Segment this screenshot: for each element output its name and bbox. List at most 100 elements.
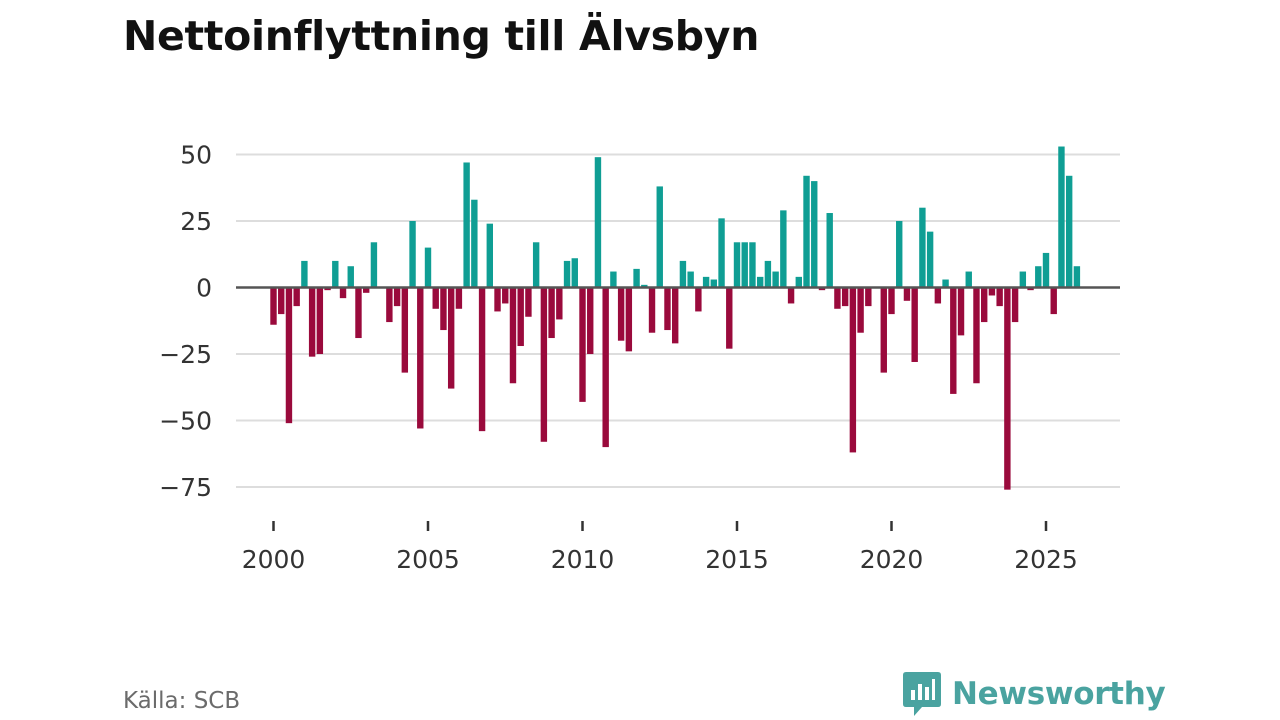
bar-negative: [865, 287, 872, 307]
bar-positive: [756, 276, 764, 288]
bar-negative: [579, 287, 586, 402]
bar-positive: [926, 231, 934, 288]
bar-negative: [363, 287, 370, 293]
bar-negative: [981, 287, 988, 323]
bar-negative: [285, 287, 293, 424]
bar-positive: [749, 242, 756, 288]
bar-negative: [625, 287, 633, 352]
y-tick-label: −50: [159, 407, 212, 436]
bar-negative: [664, 287, 671, 331]
bar-positive: [826, 213, 833, 288]
bar-chart: 50 25 0 −25 −50 −75 2000 2005 2010 2015 2020 2025: [159, 141, 1120, 574]
bar-positive: [463, 162, 470, 288]
bar-positive: [656, 186, 663, 288]
source-note: Källa: SCB: [123, 688, 241, 714]
bar-negative: [973, 287, 980, 384]
y-tick-label: −75: [159, 473, 212, 502]
bar-negative: [478, 287, 486, 432]
bar-negative: [401, 287, 409, 373]
bar-negative: [888, 287, 895, 315]
bar-negative: [1004, 287, 1011, 490]
bar-positive: [718, 218, 725, 288]
y-tick-label: 0: [196, 274, 212, 303]
bar-negative: [455, 287, 463, 309]
bar-negative: [1050, 287, 1057, 315]
bar-negative: [934, 287, 942, 304]
bar-negative: [996, 287, 1003, 307]
bar-positive: [347, 266, 354, 288]
bar-negative: [726, 287, 733, 349]
bar-positive: [633, 268, 640, 288]
bar-negative: [903, 287, 911, 301]
x-tick-label: 2000: [242, 545, 306, 574]
bar-positive: [702, 276, 710, 288]
bar-positive: [571, 258, 578, 288]
bar-positive: [532, 242, 540, 288]
bar-negative: [293, 287, 300, 307]
bar-negative: [278, 287, 285, 315]
bar-positive: [1065, 175, 1073, 288]
bar-negative: [339, 287, 347, 299]
gridlines: [236, 153, 1120, 488]
bar-negative: [548, 287, 555, 339]
bar-positive: [679, 260, 687, 288]
bar-negative: [880, 287, 887, 373]
bar-negative: [316, 287, 324, 354]
bar-positive: [710, 279, 718, 288]
bar-negative: [393, 287, 401, 307]
bar-positive: [1073, 266, 1081, 288]
bar-negative: [841, 287, 849, 307]
y-tick-label: 25: [180, 207, 212, 236]
bar-negative: [950, 287, 957, 394]
bar-negative: [857, 287, 864, 333]
bar-negative: [911, 287, 918, 362]
x-tick-label: 2025: [1014, 545, 1078, 574]
x-tick-label: 2010: [551, 545, 615, 574]
bar-negative: [270, 287, 277, 325]
newsworthy-logo-icon: [903, 672, 941, 716]
bar-negative: [540, 287, 548, 442]
bar-positive: [641, 284, 648, 288]
bar-positive: [733, 242, 741, 288]
bar-positive: [741, 242, 748, 288]
bar-negative: [432, 287, 439, 309]
bar-negative: [957, 287, 965, 336]
bar-positive: [687, 271, 694, 288]
bar-positive: [896, 221, 903, 288]
bar-negative: [447, 287, 455, 389]
bar-positive: [811, 181, 818, 288]
x-axis: 2000 2005 2010 2015 2020 2025: [242, 521, 1078, 574]
bar-negative: [509, 287, 517, 384]
bar-negative: [502, 287, 509, 304]
bar-positive: [942, 279, 949, 288]
bar-negative: [617, 287, 625, 341]
y-tick-label: 50: [180, 141, 212, 170]
bar-negative: [648, 287, 656, 333]
x-tick-label: 2005: [396, 545, 460, 574]
bar-negative: [386, 287, 393, 323]
x-tick-label: 2015: [705, 545, 769, 574]
bar-series: [270, 146, 1081, 490]
bar-positive: [370, 242, 378, 288]
bar-negative: [440, 287, 447, 331]
bar-negative: [355, 287, 362, 339]
bar-positive: [772, 271, 779, 288]
bar-negative: [849, 287, 857, 453]
bar-negative: [1011, 287, 1019, 323]
y-axis-labels: 50 25 0 −25 −50 −75: [159, 141, 212, 503]
bar-positive: [780, 210, 787, 288]
bar-positive: [563, 260, 571, 288]
x-tick-label: 2020: [860, 545, 924, 574]
bar-negative: [988, 287, 996, 296]
bar-positive: [409, 221, 416, 288]
bar-positive: [1058, 146, 1065, 288]
bar-positive: [764, 260, 772, 288]
brand-name: Newsworthy: [952, 676, 1166, 712]
bar-positive: [1042, 252, 1050, 288]
bar-positive: [803, 175, 810, 288]
chart-title: Nettoinflyttning till Älvsbyn: [123, 12, 760, 60]
bar-positive: [610, 271, 617, 288]
bar-positive: [795, 276, 802, 288]
bar-negative: [324, 287, 331, 291]
bar-negative: [517, 287, 524, 347]
